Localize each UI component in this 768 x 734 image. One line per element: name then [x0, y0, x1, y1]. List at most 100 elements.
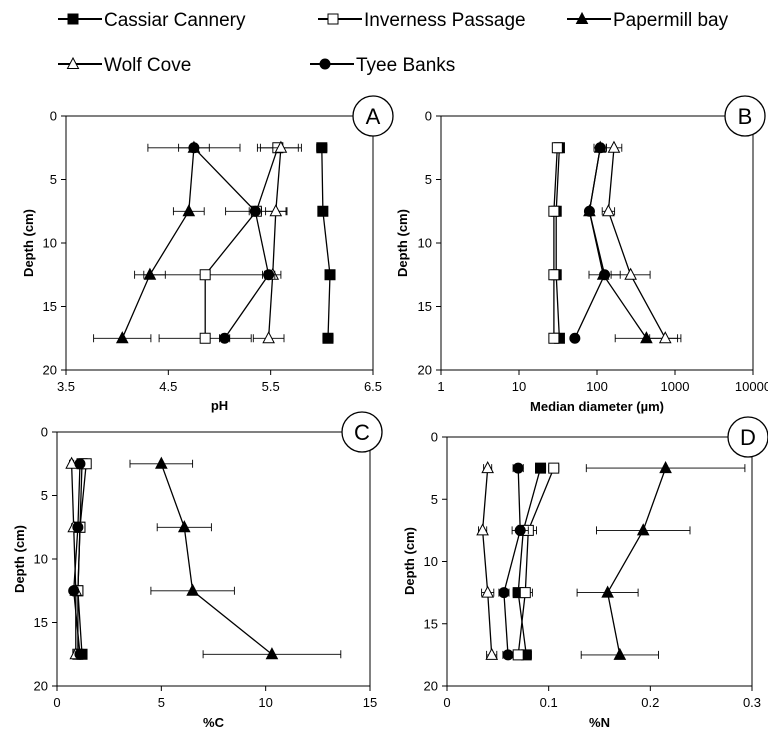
series-line [70, 463, 77, 655]
panel-label: B [724, 95, 766, 137]
panel-label-circle [352, 95, 394, 137]
y-axis-label: Depth (cm) [395, 209, 410, 277]
data-point [262, 331, 275, 344]
series-tyee-banks [498, 462, 529, 661]
series-line [607, 147, 666, 339]
y-tick-label: 10 [43, 236, 57, 251]
series-line [517, 467, 555, 655]
data-point [74, 458, 86, 470]
series-cassiar-cannery [550, 142, 565, 344]
x-tick-label: 5.5 [262, 379, 280, 394]
panel-D: 0 5 10 15 20 0 0.1 0.2 0.3 %N Depth (cm) D [402, 416, 768, 730]
data-point [548, 205, 560, 217]
plot-frame [56, 431, 371, 687]
series-wolf-cove [252, 140, 302, 344]
y-tick-label: 15 [43, 299, 57, 314]
legend-label: Wolf Cove [104, 55, 191, 76]
y-tick-label: 10 [424, 554, 438, 569]
plot-frame [446, 436, 753, 687]
data-point [659, 461, 672, 474]
data-point [613, 647, 627, 660]
data-point [74, 648, 86, 660]
series-cassiar-cannery [316, 142, 336, 344]
series-line [77, 463, 87, 655]
series-line [267, 147, 282, 339]
data-point [548, 462, 560, 474]
x-tick-label: 0.3 [743, 695, 761, 710]
series-line [588, 147, 647, 339]
data-point [322, 332, 334, 344]
data-point [594, 142, 606, 154]
series-tyee-banks [178, 142, 276, 344]
data-point [658, 331, 672, 344]
panel-label-text: C [354, 420, 370, 445]
data-point [548, 269, 560, 281]
series-wolf-cove [476, 461, 499, 660]
series-inverness-passage [143, 142, 299, 344]
y-tick-label: 0 [431, 430, 438, 445]
x-tick-label: 4.5 [159, 379, 177, 394]
legend-marker [575, 11, 589, 24]
data-point [551, 142, 563, 154]
panel-A: 0 5 10 15 203.5 4.5 5.5 6.5 pH Depth (cm) A [21, 95, 394, 413]
x-tick-label: 3.5 [57, 379, 75, 394]
x-tick-label: 100 [586, 379, 608, 394]
legend-entry: Wolf Cove [58, 55, 191, 76]
panel-label-text: A [366, 104, 381, 129]
legend-entry: Tyee Banks [310, 55, 455, 76]
x-axis-label: %C [203, 715, 225, 730]
series-line [574, 147, 606, 339]
data-point [607, 140, 621, 153]
data-point [249, 205, 261, 217]
data-point [640, 331, 653, 344]
data-point [324, 269, 336, 281]
data-point [519, 587, 531, 599]
y-tick-label: 15 [418, 299, 432, 314]
panel-label: D [727, 416, 768, 458]
panel-label: C [341, 411, 383, 453]
y-tick-label: 0 [425, 109, 432, 124]
data-point [624, 267, 637, 280]
legend-marker [319, 58, 331, 70]
data-point [599, 269, 611, 281]
data-point [512, 649, 524, 661]
x-tick-label: 1 [437, 379, 444, 394]
data-point [219, 332, 231, 344]
x-tick-label: 15 [363, 695, 377, 710]
y-tick-label: 20 [418, 363, 432, 378]
data-point [188, 142, 200, 154]
series-inverness-passage [512, 462, 560, 661]
x-tick-label: 10000 [735, 379, 768, 394]
y-tick-label: 10 [34, 552, 48, 567]
series-tyee-banks [68, 458, 86, 660]
data-point [602, 204, 615, 217]
data-point [569, 332, 581, 344]
legend-label: Cassiar Cannery [104, 10, 246, 31]
data-point [186, 583, 199, 596]
series-line [503, 468, 521, 655]
data-point [316, 142, 328, 154]
data-point [263, 269, 275, 281]
data-point [481, 461, 494, 474]
series-line [555, 147, 561, 339]
data-point [548, 332, 560, 344]
panel-label-circle [727, 416, 768, 458]
series-inverness-passage [548, 142, 563, 344]
y-tick-label: 5 [431, 492, 438, 507]
data-point [502, 649, 514, 661]
x-tick-label: 0.2 [641, 695, 659, 710]
data-point [265, 647, 279, 660]
x-tick-label: 5 [158, 695, 165, 710]
y-tick-label: 0 [41, 425, 48, 440]
y-tick-label: 20 [424, 679, 438, 694]
series-line [204, 147, 279, 339]
series-wolf-cove [601, 140, 682, 344]
legend-label: Papermill bay [613, 10, 729, 31]
series-line [321, 147, 331, 339]
legend-entry: Inverness Passage [318, 10, 526, 31]
data-point [498, 587, 510, 599]
data-point [115, 331, 129, 344]
series-tyee-banks [569, 142, 621, 344]
